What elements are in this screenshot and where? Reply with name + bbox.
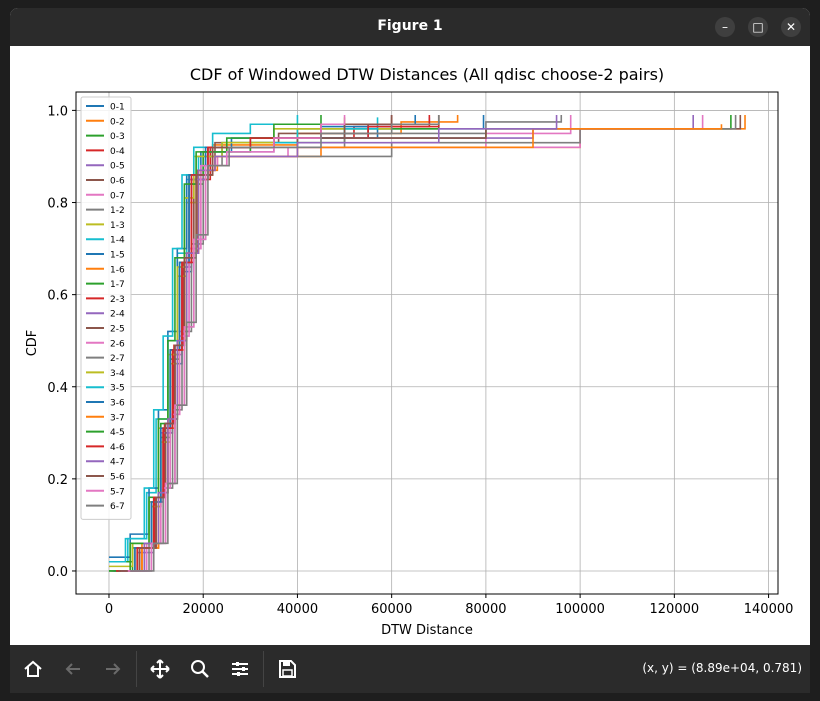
x-axis-label: DTW Distance: [381, 623, 473, 638]
legend-label: 0-5: [110, 162, 125, 172]
legend-label: 0-7: [110, 191, 125, 201]
figure-window: Figure 1 – □ ✕ 0 20000 40000 60000 80000 1000…: [10, 8, 810, 693]
legend-label: 1-5: [110, 251, 125, 261]
home-icon[interactable]: [21, 657, 45, 681]
y-tick-label: 0.6: [47, 289, 68, 304]
legend-label: 1-6: [110, 265, 125, 275]
toolbar-separator: [263, 651, 264, 687]
magnifier-icon[interactable]: [188, 657, 212, 681]
series-line-4-7: [120, 115, 558, 572]
y-tick-label: 0.2: [47, 473, 68, 488]
series-line-2-6: [123, 115, 704, 572]
y-tick-label: 1.0: [47, 104, 68, 119]
x-tick-label: 40000: [277, 602, 318, 617]
window-titlebar[interactable]: Figure 1 – □ ✕: [10, 8, 810, 46]
y-tick-label: 0.8: [47, 197, 68, 212]
series-line-6-7: [130, 115, 440, 572]
sliders-icon[interactable]: [228, 657, 252, 681]
legend-label: 1-3: [110, 221, 125, 231]
x-tick-label: 140000: [744, 602, 794, 617]
y-tick-label: 0.0: [47, 565, 68, 580]
axes-frame: [75, 91, 779, 595]
arrow-left-icon[interactable]: [61, 657, 85, 681]
maximize-button[interactable]: □: [748, 17, 768, 37]
arrow-right-icon[interactable]: [101, 657, 125, 681]
legend-label: 0-3: [110, 132, 125, 142]
legend-label: 0-1: [110, 103, 125, 113]
minimize-icon: –: [722, 20, 728, 34]
series-line-5-7: [127, 115, 346, 572]
close-icon: ✕: [785, 20, 797, 34]
legend-label: 2-4: [110, 310, 125, 320]
toolbar-separator: [136, 651, 137, 687]
legend-label: 3-7: [110, 413, 125, 423]
navigation-toolbar: (x, y) = (8.89e+04, 0.781): [10, 645, 810, 693]
cursor-coordinates: (x, y) = (8.89e+04, 0.781): [642, 661, 802, 675]
x-tick-label: 0: [105, 602, 113, 617]
x-tick-label: 80000: [465, 602, 506, 617]
legend-label: 1-7: [110, 280, 125, 290]
maximize-icon: □: [752, 20, 764, 34]
legend-label: 2-3: [110, 295, 125, 305]
legend-label: 3-6: [110, 399, 125, 409]
figure-canvas[interactable]: 0 20000 40000 60000 80000 100000 120000 140000 0…: [10, 46, 810, 645]
chart-title: CDF of Windowed DTW Distances (All qdisc…: [190, 65, 664, 84]
legend-label: 5-7: [110, 487, 125, 497]
legend-label: 5-6: [110, 473, 125, 483]
legend-label: 0-4: [110, 147, 125, 157]
floppy-disk-icon[interactable]: [275, 657, 299, 681]
window-title: Figure 1: [377, 18, 443, 34]
legend-label: 2-6: [110, 339, 125, 349]
legend-label: 2-7: [110, 354, 125, 364]
ticks-layer: 0 20000 40000 60000 80000 100000 120000 140000 0…: [47, 104, 793, 617]
legend-label: 3-4: [110, 369, 125, 379]
legend-label: 2-5: [110, 325, 125, 335]
series-line-4-5: [108, 115, 322, 572]
legend-label: 0-2: [110, 117, 125, 127]
series-line-2-5: [118, 115, 742, 572]
series-line-1-7: [108, 115, 732, 563]
series-line-1-5: [108, 115, 393, 558]
legend-label: 1-2: [110, 206, 125, 216]
x-tick-label: 120000: [650, 602, 700, 617]
lines-layer: [108, 115, 746, 572]
legend-label: 4-6: [110, 443, 125, 453]
series-line-1-6: [120, 115, 746, 572]
cdf-chart[interactable]: 0 20000 40000 60000 80000 100000 120000 140000 0…: [10, 46, 810, 645]
legend-label: 4-5: [110, 428, 125, 438]
x-tick-label: 20000: [183, 602, 224, 617]
legend-label: 3-5: [110, 384, 125, 394]
move-icon[interactable]: [148, 657, 172, 681]
x-tick-label: 60000: [371, 602, 412, 617]
legend-label: 4-7: [110, 458, 125, 468]
minimize-button[interactable]: –: [715, 17, 735, 37]
legend-box: [80, 96, 132, 520]
y-axis-label: CDF: [25, 330, 40, 357]
series-line-0-4: [118, 115, 440, 572]
close-button[interactable]: ✕: [781, 17, 801, 37]
legend-label: 0-6: [110, 177, 125, 187]
series-line-2-7: [127, 115, 737, 572]
x-tick-label: 100000: [555, 602, 605, 617]
legend-label: 1-4: [110, 236, 125, 246]
series-line-3-5: [108, 115, 299, 563]
legend-label: 6-7: [110, 502, 125, 512]
series-line-3-7: [120, 124, 723, 572]
legend: 0-1 0-2 0-3 0-4 0-5 0-6 0-7 1-2 1-3 1-4 1-5 1-6 1-7 2…: [80, 96, 132, 520]
y-tick-label: 0.4: [47, 381, 68, 396]
